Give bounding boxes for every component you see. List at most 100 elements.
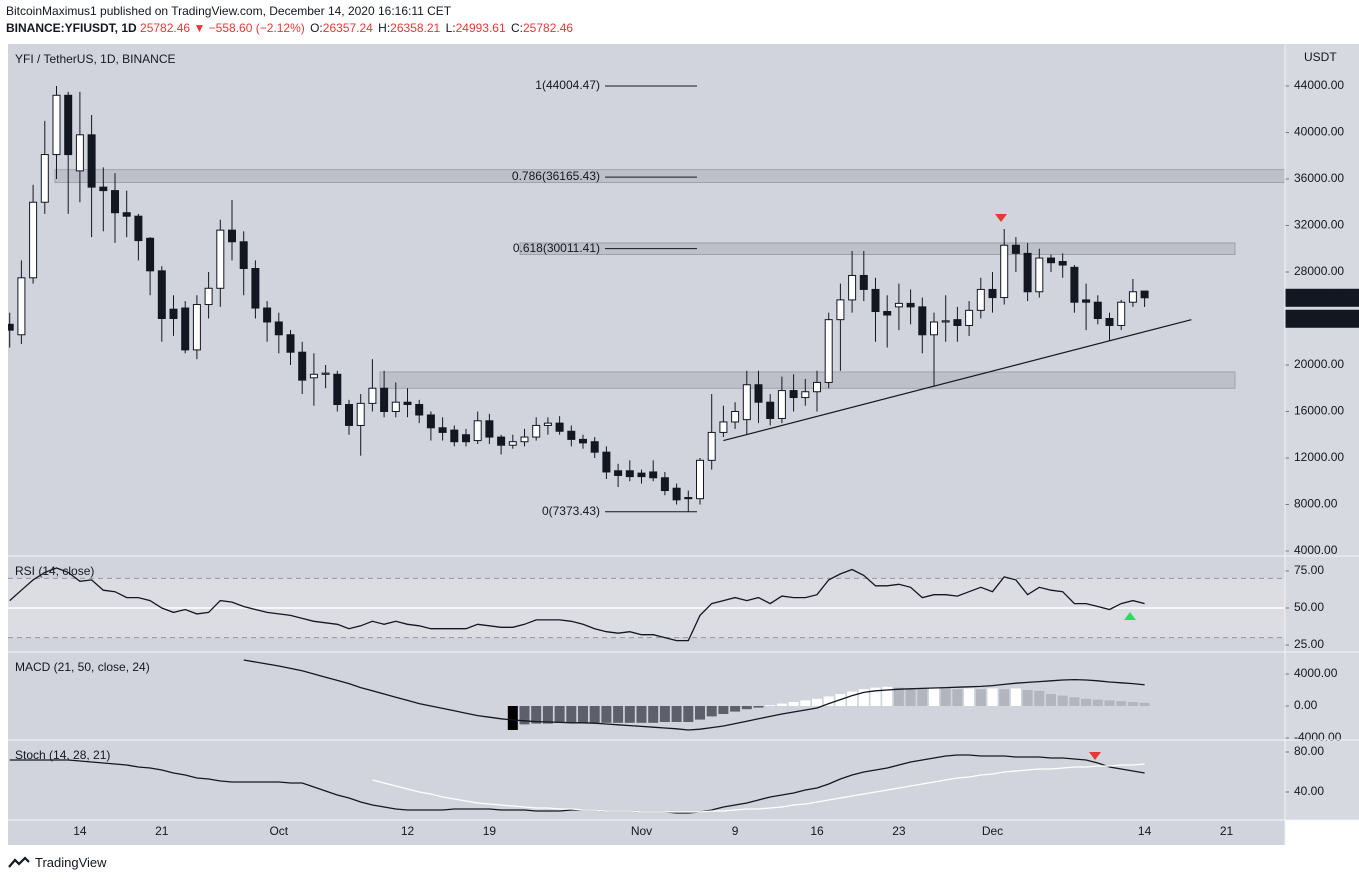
candle-body <box>380 387 389 412</box>
candle-body <box>579 438 587 444</box>
x-tick-label: 14 <box>73 824 87 838</box>
candle-body <box>146 237 155 272</box>
high-value: 26358.21 <box>390 21 441 35</box>
candle-body <box>251 268 260 309</box>
candle-body <box>813 381 821 393</box>
y-tick-label: -4000.00 <box>1294 730 1342 744</box>
candle-body <box>368 387 377 404</box>
zone <box>379 371 1236 389</box>
histogram-bar <box>847 691 858 706</box>
y-tick-label: 16000.00 <box>1294 404 1344 418</box>
candle-body <box>848 274 857 301</box>
brand: TradingView <box>35 855 107 870</box>
chart: 14 21 Oct 12 19 Nov 9 16 23 Dec 14 21 1(44004.47) 0.7… <box>8 44 1359 845</box>
last-price: 25782.46 <box>140 21 191 35</box>
candle-body <box>1047 257 1055 264</box>
histogram-bar <box>1034 690 1045 706</box>
histogram-bar <box>1022 690 1033 706</box>
candle-body <box>1011 244 1020 254</box>
candle-body <box>766 401 775 419</box>
candle-body <box>309 373 318 379</box>
candle-body <box>426 414 435 429</box>
histogram-bar <box>1069 697 1080 706</box>
y-axis-label: USDT <box>1304 50 1337 64</box>
histogram-bar <box>788 702 799 706</box>
candle-body <box>157 270 166 319</box>
histogram-bar <box>1046 694 1056 706</box>
x-tick-label: 14 <box>1138 824 1152 838</box>
x-tick-label: Nov <box>631 824 652 838</box>
histogram-bar <box>952 689 963 706</box>
histogram-bar <box>940 688 951 706</box>
close-label: C: <box>511 21 523 35</box>
histogram-bar <box>929 687 939 706</box>
fib-label: 0.786(36165.43) <box>512 169 600 183</box>
candle-body <box>473 420 482 442</box>
candle-body <box>543 422 552 426</box>
candle-body <box>965 309 974 326</box>
candle-body <box>216 229 225 289</box>
candle-body <box>660 477 669 492</box>
pane-title: YFI / TetherUS, 1D, BINANCE <box>15 52 176 66</box>
price-axis: 75.00 50.00 25.00 <box>1285 563 1324 651</box>
histogram-bar <box>636 706 647 723</box>
histogram-bar <box>741 706 752 710</box>
candle-body <box>29 201 38 279</box>
candle-body <box>321 372 330 375</box>
candle-body <box>497 436 506 446</box>
logo-line <box>8 855 30 868</box>
histogram-bar <box>531 706 542 724</box>
candle-body <box>976 288 985 311</box>
histogram-bar <box>624 706 635 723</box>
candle-body <box>298 351 307 381</box>
candle-body <box>462 434 470 443</box>
y-tick-label: 44000.00 <box>1294 78 1344 92</box>
indicator-line <box>372 763 1145 813</box>
candle-body <box>696 459 704 500</box>
histogram-bar <box>753 706 764 708</box>
candle-body <box>707 431 716 461</box>
candle-body <box>801 391 810 399</box>
layers: 14 21 Oct 12 19 Nov 9 16 23 Dec 14 21 1(44004.47) 0.7… <box>8 50 1359 838</box>
candle-body <box>953 319 962 326</box>
candle-body <box>988 288 997 299</box>
y-tick-label: 75.00 <box>1294 563 1324 577</box>
y-tick-label: 0.00 <box>1294 698 1318 712</box>
candle-body <box>403 401 412 406</box>
header: BitcoinMaximus1 published on TradingView… <box>6 3 573 37</box>
candle-body <box>930 321 938 336</box>
candle-body <box>286 334 295 353</box>
x-tick-label: Oct <box>269 824 288 838</box>
x-tick-label: 16 <box>810 824 824 838</box>
y-tick-label: 32000.00 <box>1294 218 1344 232</box>
candle-body <box>356 402 365 426</box>
histogram-bar <box>613 706 624 723</box>
candle-body <box>64 94 73 156</box>
histogram-bar <box>718 706 729 714</box>
candle-body <box>17 277 26 336</box>
candle-body <box>871 288 880 313</box>
candle-body <box>239 241 248 270</box>
candle-body <box>614 470 623 476</box>
histogram-bar <box>893 687 904 706</box>
candle-body <box>555 422 564 432</box>
histogram-bar <box>695 706 705 720</box>
candle-body <box>40 154 49 203</box>
candle-body <box>520 436 529 443</box>
x-tick-label: 12 <box>401 824 415 838</box>
histogram-bar <box>776 703 787 706</box>
countdown-box <box>1285 309 1359 328</box>
histogram-bar <box>765 705 776 706</box>
low-value: 24993.61 <box>455 21 506 35</box>
histogram-bar <box>870 687 881 706</box>
countdown: 08:43:50 <box>1296 311 1344 325</box>
candle-body <box>906 302 915 308</box>
candle-body <box>754 384 763 403</box>
histogram-bar <box>601 706 612 723</box>
open-label: O: <box>310 21 323 35</box>
candle-body <box>824 319 833 383</box>
candle-body <box>1117 301 1126 326</box>
histogram-bar <box>1010 688 1021 706</box>
candle-body <box>415 404 424 416</box>
price-axis-background <box>1285 44 1359 820</box>
